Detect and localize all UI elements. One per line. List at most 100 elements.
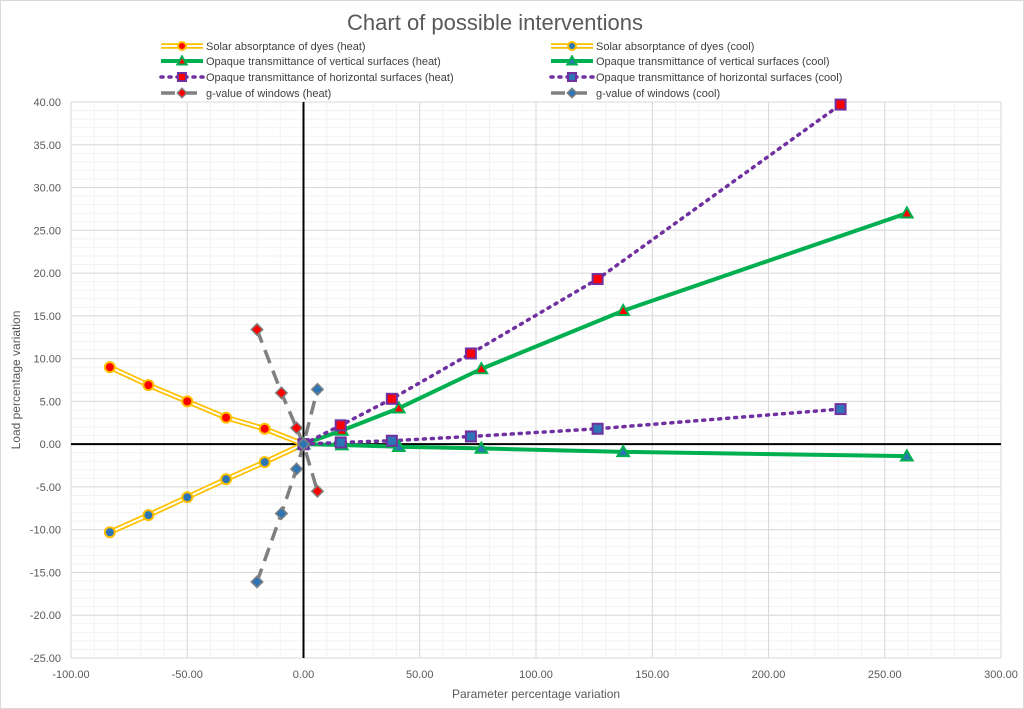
legend-label: g-value of windows (heat) xyxy=(206,88,331,100)
y-tick-label: -25.00 xyxy=(30,653,61,665)
legend-label: Opaque transmittance of vertical surface… xyxy=(596,56,830,68)
data-point-square xyxy=(834,98,847,111)
data-point-square xyxy=(385,392,398,405)
data-point-diamond xyxy=(289,462,304,476)
series-line-0-inner xyxy=(109,366,304,446)
y-tick-label: 40.00 xyxy=(33,97,61,109)
y-tick-label: -20.00 xyxy=(30,610,61,622)
data-point-diamond xyxy=(274,506,289,521)
data-point-triangle xyxy=(899,448,915,462)
data-point-circle xyxy=(258,422,271,435)
legend-label: Opaque transmittance of vertical surface… xyxy=(206,56,441,68)
x-tick-label: 150.00 xyxy=(635,669,669,681)
y-tick-label: 15.00 xyxy=(33,311,61,323)
data-point-circle xyxy=(567,41,577,51)
y-tick-label: 10.00 xyxy=(33,354,61,366)
data-point-triangle xyxy=(899,205,915,219)
data-point-square xyxy=(334,436,347,449)
data-point-triangle xyxy=(473,440,489,454)
data-point-circle xyxy=(103,361,116,374)
y-tick-label: 35.00 xyxy=(33,140,61,152)
series-markers-4 xyxy=(297,98,847,451)
series-line-6 xyxy=(255,328,320,492)
series-markers-7 xyxy=(250,382,325,589)
data-point-circle xyxy=(181,395,194,408)
data-point-square xyxy=(385,434,398,447)
data-point-diamond xyxy=(289,421,304,435)
legend-label: Solar absorptance of dyes (heat) xyxy=(206,41,366,53)
legend-entry: Opaque transmittance of horizontal surfa… xyxy=(549,72,842,84)
data-point-diamond xyxy=(566,87,578,99)
legend-label: Solar absorptance of dyes (cool) xyxy=(596,41,754,53)
data-point-triangle xyxy=(615,444,631,458)
series-line-2 xyxy=(302,211,908,447)
data-point-square xyxy=(834,403,847,416)
data-point-circle xyxy=(220,411,233,424)
data-point-square xyxy=(334,419,347,432)
plot-area xyxy=(70,101,1002,659)
data-point-diamond xyxy=(274,386,289,400)
y-axis-label: Load percentage variation xyxy=(9,311,23,450)
data-point-diamond xyxy=(310,484,325,498)
legend-entry: Opaque transmittance of horizontal surfa… xyxy=(159,72,454,84)
legend-entry: Opaque transmittance of vertical surface… xyxy=(161,54,441,68)
legend-entry: Solar absorptance of dyes (heat) xyxy=(161,41,366,53)
legend-label: Opaque transmittance of horizontal surfa… xyxy=(596,72,842,84)
y-tick-label: 20.00 xyxy=(33,268,61,280)
x-tick-label: 250.00 xyxy=(868,669,902,681)
data-point-circle xyxy=(181,491,194,504)
data-point-triangle xyxy=(391,400,407,414)
legend-entry: Solar absorptance of dyes (cool) xyxy=(551,41,754,53)
legend-entry: g-value of windows (cool) xyxy=(551,87,720,100)
data-point-square xyxy=(464,430,477,443)
data-point-diamond xyxy=(250,575,264,589)
series-line-1-inner xyxy=(109,443,304,534)
x-tick-label: 50.00 xyxy=(406,669,434,681)
data-point-circle xyxy=(220,473,233,486)
data-point-triangle xyxy=(565,54,579,66)
legend-label: Opaque transmittance of horizontal surfa… xyxy=(206,72,454,84)
legend: Solar absorptance of dyes (heat) Solar ab… xyxy=(159,41,842,100)
y-tick-label: -5.00 xyxy=(36,482,61,494)
series-line-5 xyxy=(301,407,843,446)
data-point-circle xyxy=(142,379,155,392)
data-point-square xyxy=(177,72,187,82)
y-tick-label: -15.00 xyxy=(30,567,61,579)
y-tick-label: 30.00 xyxy=(33,183,61,195)
data-point-diamond xyxy=(296,437,311,451)
data-point-triangle xyxy=(175,54,189,66)
y-tick-label: -10.00 xyxy=(30,525,61,537)
chart-title: Chart of possible interventions xyxy=(347,10,643,35)
x-tick-label: 0.00 xyxy=(293,669,314,681)
data-point-triangle xyxy=(615,302,631,317)
data-point-circle xyxy=(258,456,271,469)
data-point-diamond xyxy=(176,87,188,99)
data-point-triangle xyxy=(473,361,489,375)
series-lines xyxy=(108,102,908,583)
y-tick-labels: -25.00 -20.00 -15.00 -10.00 -5.00 0.00 5.00 10.… xyxy=(30,97,61,665)
x-tick-label: -50.00 xyxy=(172,669,203,681)
y-tick-label: 0.00 xyxy=(40,439,61,451)
data-point-circle xyxy=(177,41,187,51)
x-tick-label: 300.00 xyxy=(984,669,1018,681)
y-tick-label: 25.00 xyxy=(33,225,61,237)
x-tick-label: -100.00 xyxy=(52,669,89,681)
axes xyxy=(71,102,1001,658)
series-markers xyxy=(103,98,915,589)
data-point-diamond xyxy=(250,322,264,337)
data-point-square xyxy=(591,422,604,435)
data-point-diamond xyxy=(310,382,325,397)
x-tick-label: 200.00 xyxy=(752,669,786,681)
data-point-circle xyxy=(142,509,155,522)
data-point-square xyxy=(567,72,577,82)
series-line-4 xyxy=(301,102,843,446)
x-axis-label: Parameter percentage variation xyxy=(452,687,620,701)
y-tick-label: 5.00 xyxy=(40,396,61,408)
legend-entry: Opaque transmittance of vertical surface… xyxy=(551,54,830,68)
legend-label: g-value of windows (cool) xyxy=(596,88,720,100)
x-tick-labels: -100.00 -50.00 0.00 50.00 100.00 150.00 200.00… xyxy=(52,669,1017,681)
legend-entry: g-value of windows (heat) xyxy=(161,87,331,100)
x-tick-label: 100.00 xyxy=(519,669,553,681)
